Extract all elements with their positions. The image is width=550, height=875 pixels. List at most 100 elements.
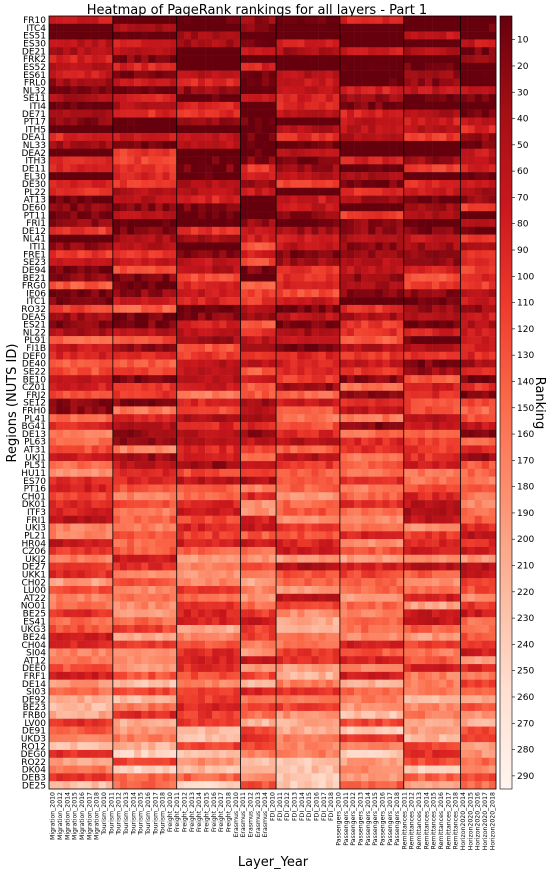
heatmap-cell xyxy=(254,23,263,32)
heatmap-cell xyxy=(368,453,376,462)
heatmap-cell xyxy=(467,515,475,524)
heatmap-cell xyxy=(311,359,319,368)
heatmap-cell xyxy=(410,242,419,251)
heatmap-cell xyxy=(382,429,390,438)
heatmap-cell xyxy=(318,133,326,142)
heatmap-cell xyxy=(368,461,376,470)
heatmap-cell xyxy=(347,429,355,438)
heatmap-cell xyxy=(240,585,248,595)
heatmap-cell xyxy=(325,94,334,103)
heatmap-cell xyxy=(91,625,99,634)
heatmap-cell xyxy=(84,304,92,313)
heatmap-cell xyxy=(347,578,355,587)
heatmap-cell xyxy=(219,515,227,524)
heatmap-cell xyxy=(190,445,199,454)
heatmap-cell xyxy=(325,343,334,352)
heatmap-cell xyxy=(247,125,256,134)
heatmap-cell xyxy=(49,359,57,368)
heatmap-cell xyxy=(183,211,192,220)
heatmap-cell xyxy=(198,289,206,298)
heatmap-cell xyxy=(446,382,454,392)
heatmap-cell xyxy=(403,601,412,610)
heatmap-cell xyxy=(283,617,291,626)
heatmap-cell xyxy=(198,273,206,282)
heatmap-cell xyxy=(91,250,99,259)
heatmap-cell xyxy=(190,336,199,345)
heatmap-cell xyxy=(91,375,99,384)
heatmap-cell xyxy=(148,117,156,126)
heatmap-cell xyxy=(368,250,376,259)
heatmap-cell xyxy=(332,359,341,368)
heatmap-cell xyxy=(119,62,128,71)
heatmap-cell xyxy=(134,164,142,173)
heatmap-cell xyxy=(254,86,263,95)
heatmap-cell xyxy=(425,273,433,282)
heatmap-cell xyxy=(368,140,376,149)
heatmap-cell xyxy=(212,297,220,306)
heatmap-cell xyxy=(396,562,405,571)
heatmap-cell xyxy=(425,554,433,563)
heatmap-cell xyxy=(403,328,412,337)
heatmap-cell xyxy=(283,437,291,446)
heatmap-cell xyxy=(84,367,92,376)
heatmap-cell xyxy=(339,507,348,516)
heatmap-cell xyxy=(70,390,78,399)
heatmap-cell xyxy=(254,453,263,462)
heatmap-cell xyxy=(219,117,227,126)
heatmap-cell xyxy=(276,453,284,462)
heatmap-cell xyxy=(112,47,121,56)
heatmap-cell xyxy=(276,390,284,399)
heatmap-cell xyxy=(84,78,92,87)
heatmap-cell xyxy=(233,109,241,118)
heatmap-cell xyxy=(375,172,383,181)
heatmap-cell xyxy=(347,195,355,204)
heatmap-cell xyxy=(212,172,220,181)
heatmap-cell xyxy=(105,422,114,431)
heatmap-cell xyxy=(134,351,142,360)
heatmap-cell xyxy=(488,195,497,204)
heatmap-cell xyxy=(63,484,71,493)
heatmap-cell xyxy=(382,578,390,587)
heatmap-cell xyxy=(119,507,128,516)
heatmap-cell xyxy=(446,23,454,32)
heatmap-cell xyxy=(361,101,369,110)
heatmap-cell xyxy=(368,23,376,32)
heatmap-cell xyxy=(446,453,454,462)
heatmap-cell xyxy=(105,461,114,470)
heatmap-cell xyxy=(183,390,192,399)
heatmap-cell xyxy=(276,578,284,587)
heatmap-cell xyxy=(141,234,149,243)
heatmap-cell xyxy=(488,47,497,56)
heatmap-cell xyxy=(304,101,312,110)
heatmap-cell xyxy=(98,187,107,196)
heatmap-cell xyxy=(361,250,369,259)
heatmap-cell xyxy=(481,468,490,477)
heatmap-cell xyxy=(410,429,419,438)
heatmap-cell xyxy=(453,382,461,392)
heatmap-cell xyxy=(212,476,220,485)
heatmap-cell xyxy=(453,320,461,329)
heatmap-cell xyxy=(148,219,156,228)
heatmap-cell xyxy=(403,500,412,509)
heatmap-cell xyxy=(304,437,312,446)
heatmap-cell xyxy=(488,125,497,134)
heatmap-cell xyxy=(70,617,78,626)
heatmap-cell xyxy=(446,78,454,87)
heatmap-cell xyxy=(453,164,461,173)
heatmap-cell xyxy=(162,429,170,438)
heatmap-cell xyxy=(63,101,71,110)
heatmap-cell xyxy=(219,554,227,563)
heatmap-cell xyxy=(127,382,135,392)
heatmap-cell xyxy=(190,515,199,524)
heatmap-cell xyxy=(432,390,440,399)
heatmap-cell xyxy=(49,273,57,282)
heatmap-cell xyxy=(453,179,461,189)
heatmap-cell xyxy=(460,55,468,64)
heatmap-cell xyxy=(70,414,78,423)
heatmap-cell xyxy=(410,570,419,579)
heatmap-cell xyxy=(396,242,405,251)
heatmap-cell xyxy=(290,609,298,618)
heatmap-cell xyxy=(70,94,78,103)
heatmap-cell xyxy=(283,16,291,25)
heatmap-cell xyxy=(169,539,177,548)
